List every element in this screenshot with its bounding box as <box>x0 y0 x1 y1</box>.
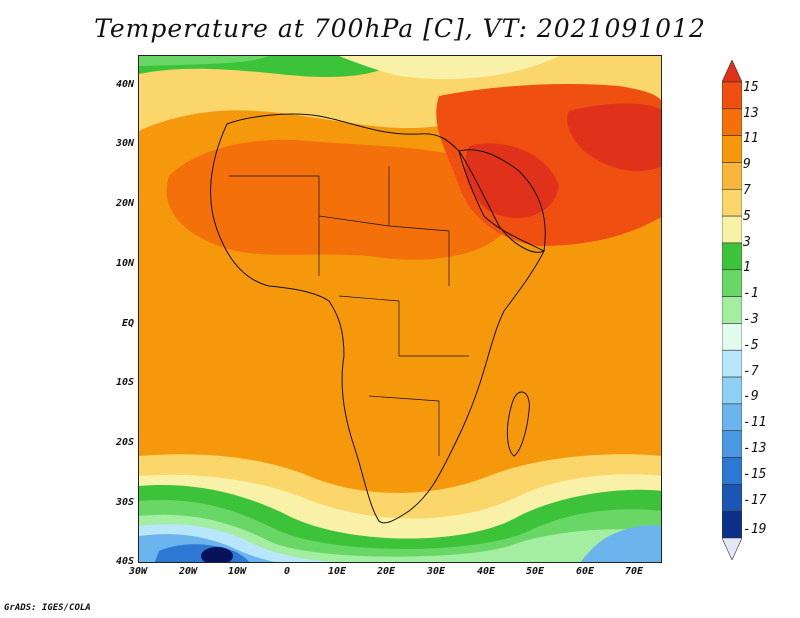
x-tick-label: 50E <box>525 566 545 577</box>
colorbar-swatch <box>722 323 742 351</box>
colorbar-label: -15 <box>743 467 767 482</box>
colorbar-swatch <box>722 296 742 324</box>
colorbar-swatch <box>722 215 742 244</box>
colorbar-label: -13 <box>743 441 767 456</box>
colorbar-swatch <box>722 269 742 297</box>
colorbar-label: -1 <box>743 286 759 301</box>
colorbar-swatch <box>722 188 742 217</box>
colorbar-label: 9 <box>743 157 751 172</box>
colorbar-swatch <box>722 430 742 458</box>
colorbar-label: -5 <box>743 338 759 353</box>
madagascar-outline <box>506 391 530 457</box>
colorbar-label: -19 <box>743 522 767 537</box>
colorbar-swatch <box>722 484 742 512</box>
colorbar-label: 13 <box>743 106 759 121</box>
colorbar-swatch <box>722 457 742 485</box>
map-svg <box>139 56 661 562</box>
x-tick-label: 40E <box>476 566 496 577</box>
field-south-palegreen <box>139 514 661 562</box>
colorbar-label: 1 <box>743 260 751 275</box>
colorbar-swatch <box>722 403 742 432</box>
y-tick-label: 30S <box>115 497 134 508</box>
x-tick-label: 10E <box>327 566 347 577</box>
y-tick-label: 10S <box>115 377 134 388</box>
colorbar <box>722 60 742 560</box>
field-north-yellow-pale <box>339 56 559 80</box>
field-north-lightgreen <box>139 56 269 66</box>
colorbar-bottom-arrow <box>722 537 742 560</box>
colorbar-label: -11 <box>743 415 767 430</box>
x-tick-label: 60E <box>575 566 595 577</box>
y-tick-label: 30N <box>115 138 134 149</box>
africa-coastline <box>210 113 546 524</box>
field-cold-core <box>201 547 233 562</box>
colorbar-top-arrow <box>722 60 742 83</box>
y-tick-label: 10N <box>115 258 134 269</box>
field-sahara-hot <box>166 139 512 260</box>
field-se-blue <box>580 525 661 562</box>
field-north-warm-band <box>139 56 661 131</box>
colorbar-swatch <box>722 376 742 405</box>
x-tick-label: 20E <box>376 566 396 577</box>
colorbar-swatch <box>722 349 742 378</box>
colorbar-swatch <box>722 242 742 271</box>
colorbar-label: 7 <box>743 183 751 198</box>
y-tick-label: 40N <box>115 79 134 90</box>
credit-text: GrADS: IGES/COLA <box>4 603 91 613</box>
chart-title: Temperature at 700hPa [C], VT: 202109101… <box>94 14 706 43</box>
colorbar-swatch <box>722 81 742 110</box>
temperature-map <box>138 55 662 563</box>
y-tick-label: 20N <box>115 198 134 209</box>
y-tick-label: EQ <box>121 318 134 329</box>
country-borders <box>229 166 469 456</box>
colorbar-label: 5 <box>743 209 751 224</box>
y-tick-label: 40S <box>115 556 134 567</box>
colorbar-label: 11 <box>743 131 759 146</box>
colorbar-label: -17 <box>743 493 767 508</box>
arabia-outline <box>458 149 546 252</box>
x-tick-label: 30E <box>426 566 446 577</box>
x-tick-label: 70E <box>624 566 644 577</box>
colorbar-swatch <box>722 162 742 190</box>
colorbar-swatch <box>722 135 742 163</box>
colorbar-label: -7 <box>743 364 759 379</box>
colorbar-swatch <box>722 108 742 136</box>
x-tick-label: 0 <box>283 566 291 577</box>
y-tick-label: 20S <box>115 437 134 448</box>
colorbar-label: 3 <box>743 235 751 250</box>
x-tick-label: 20W <box>178 566 198 577</box>
x-tick-label: 30W <box>128 566 148 577</box>
colorbar-label: 15 <box>743 80 759 95</box>
field-iran-core <box>567 103 661 171</box>
x-tick-label: 10W <box>227 566 247 577</box>
colorbar-swatch <box>722 510 742 539</box>
colorbar-label: -9 <box>743 389 759 404</box>
field-arabia-core <box>465 143 559 218</box>
colorbar-label: -3 <box>743 312 759 327</box>
